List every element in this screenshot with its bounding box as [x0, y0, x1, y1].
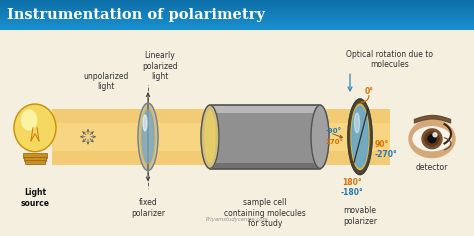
Bar [0, 4, 474, 6]
Ellipse shape [413, 127, 451, 151]
Ellipse shape [428, 135, 436, 143]
Ellipse shape [352, 106, 368, 168]
Ellipse shape [141, 108, 155, 165]
Ellipse shape [355, 113, 359, 133]
Ellipse shape [14, 104, 56, 152]
Text: 0°: 0° [365, 87, 374, 96]
Bar [0, 3, 474, 4]
Text: 180°: 180° [342, 178, 362, 187]
Text: movable
polarizer: movable polarizer [343, 206, 377, 226]
Bar [0, 15, 474, 16]
FancyBboxPatch shape [210, 105, 320, 115]
Text: fixed
polarizer: fixed polarizer [131, 198, 165, 218]
Text: Optical rotation due to
molecules: Optical rotation due to molecules [346, 50, 434, 69]
Text: unpolarized
light: unpolarized light [83, 72, 128, 91]
Ellipse shape [351, 104, 369, 169]
Bar [0, 25, 474, 27]
Bar [0, 19, 474, 21]
Ellipse shape [348, 99, 372, 174]
Ellipse shape [425, 132, 439, 146]
FancyBboxPatch shape [210, 113, 320, 164]
Bar [0, 10, 474, 12]
Text: -270°: -270° [375, 150, 398, 159]
Ellipse shape [409, 120, 455, 158]
Text: Light
source: Light source [20, 188, 49, 208]
Bar [0, 24, 474, 25]
Bar [0, 18, 474, 19]
Text: 270°: 270° [326, 139, 344, 145]
Bar [0, 22, 474, 24]
Text: detector: detector [416, 163, 448, 172]
Ellipse shape [205, 111, 215, 163]
FancyBboxPatch shape [25, 160, 45, 164]
Bar [0, 28, 474, 30]
Bar [0, 13, 474, 15]
Bar [0, 0, 474, 1]
FancyBboxPatch shape [52, 123, 390, 151]
FancyBboxPatch shape [23, 153, 47, 158]
Text: -180°: -180° [341, 188, 364, 197]
Ellipse shape [201, 105, 219, 169]
Text: Linearly
polarized
light: Linearly polarized light [142, 51, 178, 81]
Ellipse shape [142, 110, 154, 164]
Text: Instrumentation of polarimetry: Instrumentation of polarimetry [7, 8, 265, 22]
Ellipse shape [138, 103, 158, 170]
FancyBboxPatch shape [52, 109, 390, 164]
Text: sample cell
containing molecules
for study: sample cell containing molecules for stu… [224, 198, 306, 228]
Bar [0, 27, 474, 28]
FancyBboxPatch shape [210, 163, 320, 169]
Bar [0, 6, 474, 7]
Bar [0, 7, 474, 9]
Text: -90°: -90° [326, 128, 342, 134]
Ellipse shape [21, 110, 36, 130]
Bar [0, 1, 474, 3]
Ellipse shape [311, 105, 329, 169]
Ellipse shape [422, 129, 442, 149]
FancyBboxPatch shape [24, 157, 46, 160]
Bar [0, 12, 474, 13]
Text: Priyamstudycentre.com: Priyamstudycentre.com [206, 217, 268, 222]
Ellipse shape [433, 133, 437, 137]
Bar [0, 16, 474, 18]
Text: 90°: 90° [375, 140, 389, 149]
Ellipse shape [143, 115, 147, 131]
Bar [0, 21, 474, 22]
Bar [0, 9, 474, 10]
